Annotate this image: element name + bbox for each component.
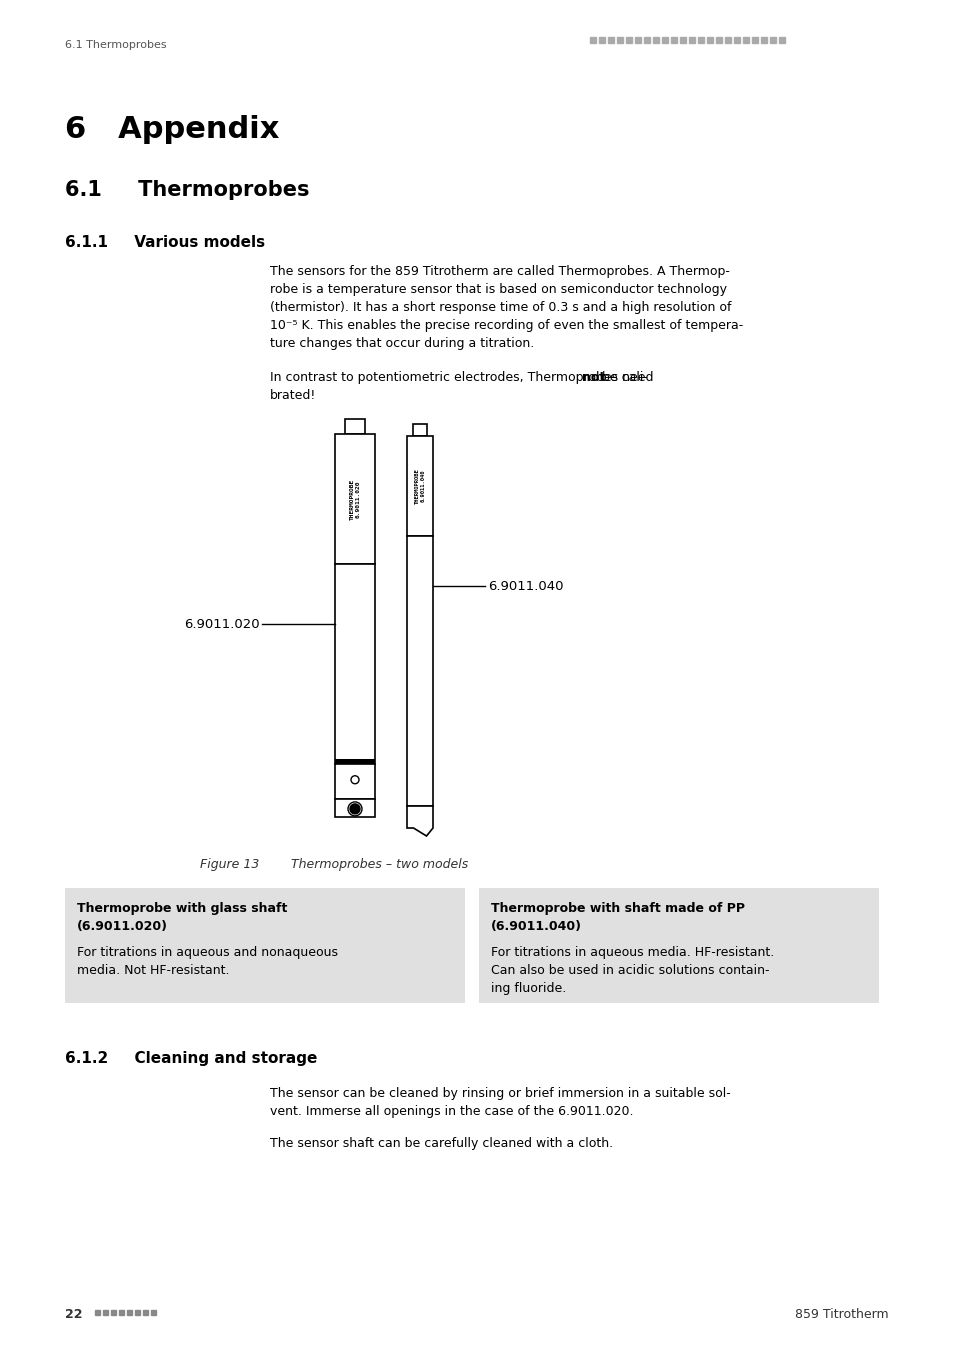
Bar xyxy=(407,436,433,536)
Text: Can also be used in acidic solutions contain-: Can also be used in acidic solutions con… xyxy=(491,964,769,977)
Bar xyxy=(598,36,604,43)
Bar xyxy=(127,1310,132,1315)
Bar xyxy=(769,36,775,43)
Text: be cali-: be cali- xyxy=(597,371,647,383)
Text: ing fluoride.: ing fluoride. xyxy=(491,981,566,995)
Text: For titrations in aqueous and nonaqueous: For titrations in aqueous and nonaqueous xyxy=(77,946,337,958)
Text: The sensors for the 859 Titrotherm are called Thermoprobes. A Thermop-: The sensors for the 859 Titrotherm are c… xyxy=(270,265,729,278)
Bar xyxy=(716,36,721,43)
Text: 6   Appendix: 6 Appendix xyxy=(65,115,279,144)
Bar xyxy=(733,36,740,43)
Text: THERMOPROBE
6.9011.040: THERMOPROBE 6.9011.040 xyxy=(415,468,425,504)
Text: not: not xyxy=(581,371,604,383)
Bar xyxy=(760,36,766,43)
Text: 6.1     Thermoprobes: 6.1 Thermoprobes xyxy=(65,180,309,200)
Text: Figure 13: Figure 13 xyxy=(200,859,259,871)
Bar xyxy=(751,36,758,43)
Text: (6.9011.040): (6.9011.040) xyxy=(491,919,581,933)
Bar xyxy=(724,36,730,43)
Bar xyxy=(779,36,784,43)
Bar xyxy=(335,764,375,799)
Bar xyxy=(625,36,631,43)
Text: The sensor can be cleaned by rinsing or brief immersion in a suitable sol-: The sensor can be cleaned by rinsing or … xyxy=(270,1087,730,1100)
Bar xyxy=(742,36,748,43)
Bar xyxy=(679,36,685,43)
Bar xyxy=(119,1310,124,1315)
Bar xyxy=(335,433,375,564)
Text: (thermistor). It has a short response time of 0.3 s and a high resolution of: (thermistor). It has a short response ti… xyxy=(270,301,731,315)
Bar xyxy=(643,36,649,43)
Bar xyxy=(478,888,878,1003)
Text: In contrast to potentiometric electrodes, Thermoprobes need: In contrast to potentiometric electrodes… xyxy=(270,371,657,383)
Text: 6.9011.020: 6.9011.020 xyxy=(184,617,260,630)
Bar xyxy=(661,36,667,43)
Text: 859 Titrotherm: 859 Titrotherm xyxy=(795,1308,888,1322)
Bar xyxy=(143,1310,148,1315)
Text: For titrations in aqueous media. HF-resistant.: For titrations in aqueous media. HF-resi… xyxy=(491,946,774,958)
Text: The sensor shaft can be carefully cleaned with a cloth.: The sensor shaft can be carefully cleane… xyxy=(270,1137,613,1150)
Text: 22: 22 xyxy=(65,1308,82,1322)
Bar xyxy=(103,1310,108,1315)
Text: Thermoprobe with glass shaft: Thermoprobe with glass shaft xyxy=(77,902,287,915)
Bar xyxy=(335,759,375,764)
Text: media. Not HF-resistant.: media. Not HF-resistant. xyxy=(77,964,230,977)
Bar xyxy=(589,36,596,43)
Bar xyxy=(407,536,433,806)
Text: robe is a temperature sensor that is based on semiconductor technology: robe is a temperature sensor that is bas… xyxy=(270,284,726,296)
Text: vent. Immerse all openings in the case of the 6.9011.020.: vent. Immerse all openings in the case o… xyxy=(270,1106,633,1118)
Bar xyxy=(335,799,375,817)
Bar xyxy=(335,564,375,764)
Text: Thermoprobes – two models: Thermoprobes – two models xyxy=(274,859,468,871)
Text: 6.9011.040: 6.9011.040 xyxy=(488,579,563,593)
Circle shape xyxy=(350,803,359,814)
Text: brated!: brated! xyxy=(270,389,316,402)
Bar xyxy=(95,1310,100,1315)
Text: 6.1.2     Cleaning and storage: 6.1.2 Cleaning and storage xyxy=(65,1052,317,1066)
Text: 6.1.1     Various models: 6.1.1 Various models xyxy=(65,235,265,250)
Text: (6.9011.020): (6.9011.020) xyxy=(77,919,168,933)
Bar xyxy=(670,36,677,43)
Text: 10⁻⁵ K. This enables the precise recording of even the smallest of tempera-: 10⁻⁵ K. This enables the precise recordi… xyxy=(270,319,742,332)
Bar xyxy=(111,1310,116,1315)
Bar xyxy=(688,36,695,43)
Text: 6.1 Thermoprobes: 6.1 Thermoprobes xyxy=(65,40,167,50)
Bar xyxy=(65,888,464,1003)
Bar xyxy=(151,1310,156,1315)
Text: THERMOPROBE
6.9011.020: THERMOPROBE 6.9011.020 xyxy=(349,478,360,520)
Bar xyxy=(345,418,365,433)
Bar xyxy=(617,36,622,43)
Text: ture changes that occur during a titration.: ture changes that occur during a titrati… xyxy=(270,338,534,350)
Text: Thermoprobe with shaft made of PP: Thermoprobe with shaft made of PP xyxy=(491,902,744,915)
Bar xyxy=(652,36,659,43)
Bar xyxy=(607,36,614,43)
Bar xyxy=(413,424,427,436)
Bar xyxy=(135,1310,140,1315)
Bar xyxy=(635,36,640,43)
Bar xyxy=(706,36,712,43)
Bar xyxy=(698,36,703,43)
Polygon shape xyxy=(407,806,433,836)
